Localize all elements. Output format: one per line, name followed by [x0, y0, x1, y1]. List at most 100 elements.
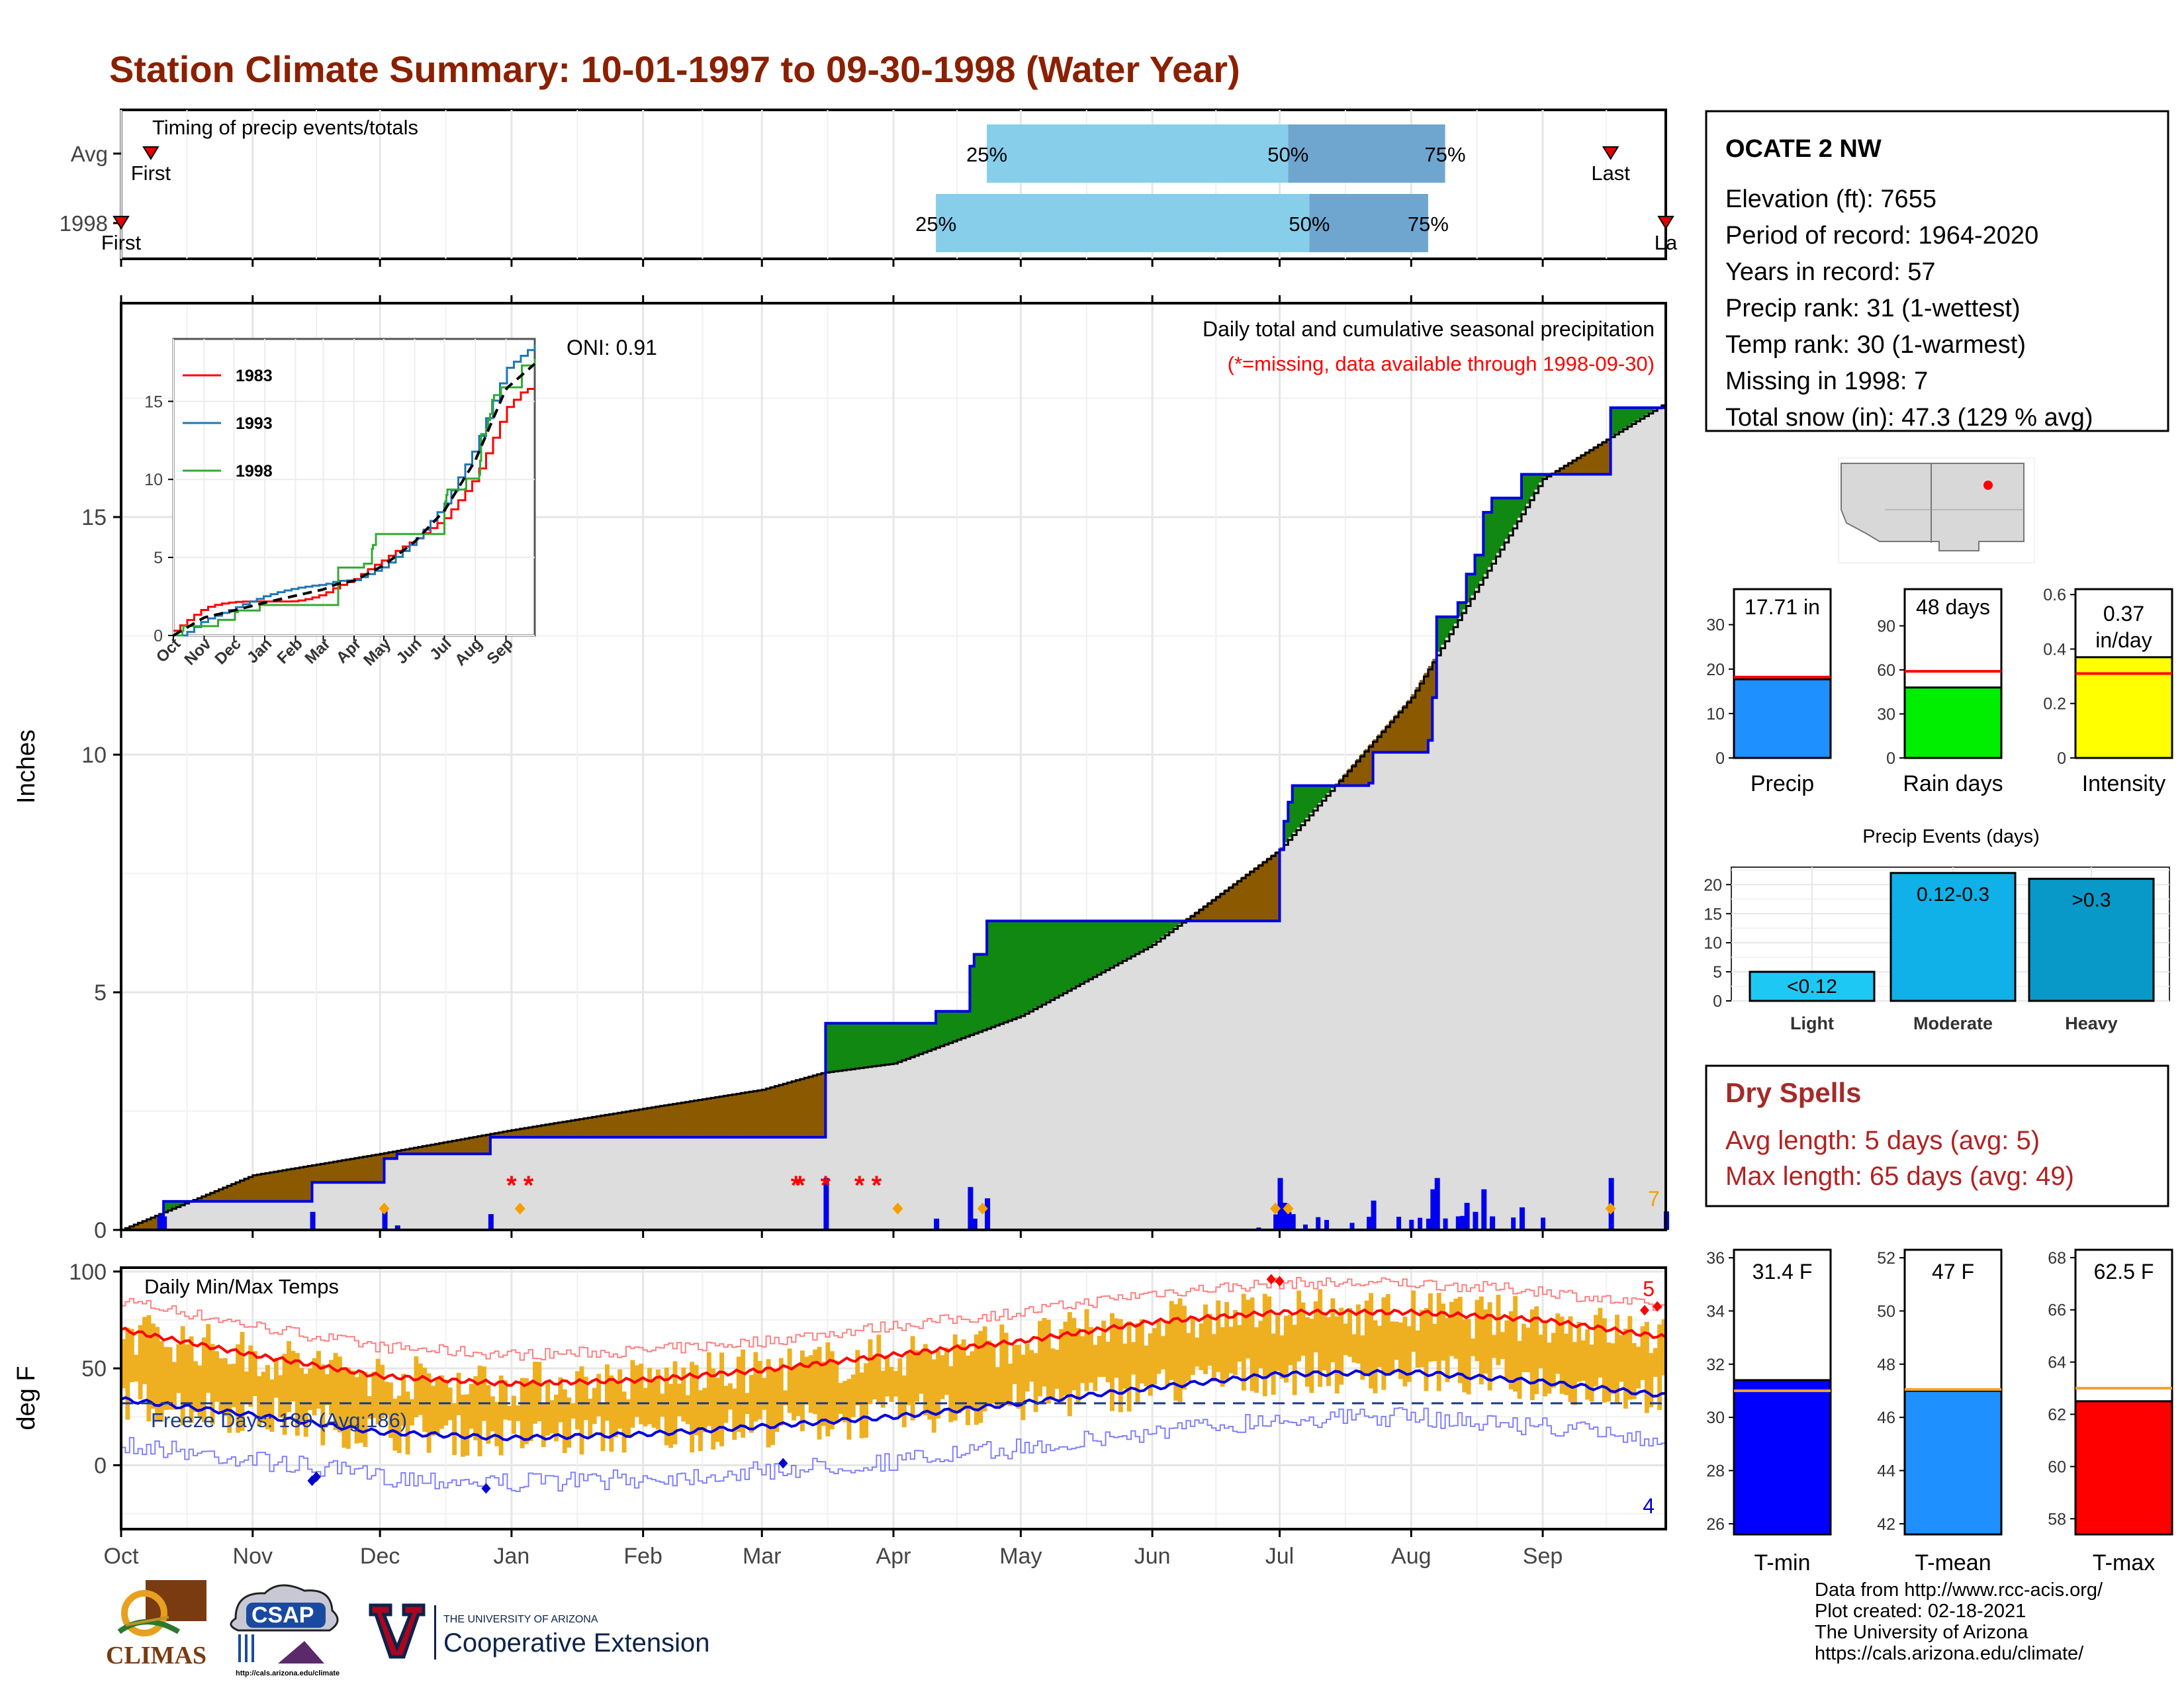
daily-precip-bar: [1316, 1217, 1321, 1230]
missing-count: 7: [1648, 1187, 1660, 1211]
below-average-fill: [1385, 724, 1390, 753]
daily-temp-bar: [537, 1362, 542, 1422]
daily-precip-bar: [1426, 1218, 1432, 1230]
summary-y-tick-label: 0.6: [2043, 586, 2066, 604]
daily-temp-bar: [1050, 1348, 1056, 1400]
dry-spells-avg: Avg length: 5 days (avg: 5): [1725, 1126, 2040, 1155]
daily-temp-bar: [138, 1325, 143, 1399]
daily-temp-bar: [371, 1372, 377, 1419]
below-average-fill: [609, 1113, 614, 1137]
above-average-fill: [1021, 921, 1026, 1015]
above-average-fill: [1292, 785, 1297, 833]
temp-bar-t-mean: [1903, 1389, 2003, 1536]
summary-bar-label: Rain days: [1903, 771, 2003, 796]
daily-temp-bar: [1165, 1323, 1170, 1387]
daily-temp-bar: [1415, 1330, 1420, 1368]
footer-line[interactable]: https://cals.arizona.edu/climate/: [1815, 1643, 2084, 1664]
daily-temp-bar: [1585, 1329, 1590, 1400]
record-max-marker: [1275, 1276, 1285, 1287]
above-average-fill: [970, 966, 975, 1035]
above-average-fill: [1322, 785, 1327, 798]
daily-temp-bar: [1033, 1353, 1038, 1413]
daily-temp-bar: [736, 1356, 741, 1432]
above-average-fill: [897, 1023, 903, 1062]
above-average-fill: [1631, 407, 1637, 423]
above-average-fill: [1288, 802, 1293, 838]
daily-temp-bar: [732, 1388, 737, 1440]
below-average-fill: [206, 1194, 211, 1201]
ua-big-text: Cooperative Extension: [443, 1628, 709, 1658]
above-average-fill: [974, 954, 979, 1033]
daily-temp-bar: [1071, 1317, 1077, 1391]
below-average-fill: [554, 1123, 559, 1137]
daily-temp-bar: [180, 1326, 185, 1426]
below-average-fill: [222, 1186, 228, 1201]
daily-temp-bar: [308, 1368, 313, 1411]
daily-temp-bar: [774, 1370, 780, 1432]
temp-value-label: 62.5 F: [2094, 1260, 2154, 1284]
above-average-fill: [180, 1201, 185, 1205]
daily-temp-bar: [1504, 1320, 1510, 1380]
record-max-marker: [1653, 1301, 1662, 1312]
daily-precip-bar: [1324, 1219, 1330, 1230]
below-average-fill: [418, 1147, 423, 1154]
above-average-fill: [880, 1023, 886, 1065]
daily-temp-bar: [846, 1379, 852, 1440]
station-info-line: Total snow (in): 47.3 (129 % avg): [1725, 404, 2093, 432]
daily-temp-bar: [261, 1372, 266, 1422]
summary-value-label: 48 days: [1916, 595, 1990, 619]
below-average-fill: [401, 1149, 406, 1154]
daily-temp-bar: [995, 1367, 1000, 1409]
daily-precip-bar: [310, 1211, 316, 1230]
daily-temp-bar: [885, 1355, 890, 1397]
daily-temp-bar: [388, 1382, 393, 1438]
below-average-fill: [1211, 898, 1216, 921]
daily-precip-bar: [968, 1187, 974, 1230]
last-event-label: La: [1655, 231, 1678, 254]
below-average-fill: [350, 1158, 355, 1183]
below-average-fill: [1394, 714, 1399, 753]
below-average-fill: [1572, 459, 1577, 475]
below-average-fill: [532, 1126, 537, 1137]
daily-temp-bar: [715, 1378, 720, 1442]
daily-temp-bar: [1016, 1344, 1021, 1409]
daily-temp-bar: [617, 1369, 623, 1429]
daily-temp-bar: [1343, 1323, 1348, 1355]
daily-temp-bar: [549, 1400, 555, 1434]
daily-temp-bar: [609, 1375, 614, 1452]
summary-value-label: 0.37 in/day: [2095, 602, 2152, 652]
daily-precip-bar: [1481, 1189, 1487, 1230]
below-average-fill: [1271, 854, 1276, 921]
record-min-envelope: [121, 1407, 1666, 1492]
page-title: Station Climate Summary: 10-01-1997 to 0…: [109, 48, 1240, 90]
precip-event-category: Moderate: [1913, 1013, 1993, 1033]
above-average-fill: [1131, 921, 1136, 955]
daily-temp-bar: [931, 1359, 936, 1433]
below-average-fill: [375, 1154, 381, 1183]
daily-temp-bar: [1254, 1327, 1259, 1393]
below-average-fill: [308, 1165, 313, 1201]
missing-day-marker: *: [795, 1171, 805, 1200]
daily-temp-bar: [1339, 1307, 1344, 1385]
below-average-fill: [719, 1096, 725, 1137]
daily-temp-bar: [567, 1397, 572, 1448]
below-average-fill: [1420, 680, 1425, 753]
above-average-fill: [1152, 921, 1158, 943]
inset-y-tick-label: 5: [154, 549, 163, 567]
above-average-fill: [868, 1023, 873, 1067]
daily-temp-bar: [503, 1380, 508, 1420]
daily-temp-bar: [1250, 1297, 1255, 1391]
daily-temp-bar: [236, 1344, 241, 1433]
daily-temp-bar: [1300, 1302, 1306, 1356]
above-average-fill: [1084, 921, 1089, 981]
daily-temp-bar: [1304, 1317, 1310, 1387]
below-average-fill: [469, 1137, 474, 1154]
above-average-fill: [834, 1023, 839, 1072]
daily-temp-bar: [660, 1393, 665, 1417]
daily-temp-bar: [185, 1344, 190, 1404]
daily-temp-bar: [528, 1382, 533, 1442]
daily-temp-bar: [1385, 1294, 1390, 1375]
above-average-fill: [1479, 555, 1484, 582]
below-average-fill: [1343, 773, 1348, 786]
timing-q25-q50-bar: [987, 124, 1289, 183]
